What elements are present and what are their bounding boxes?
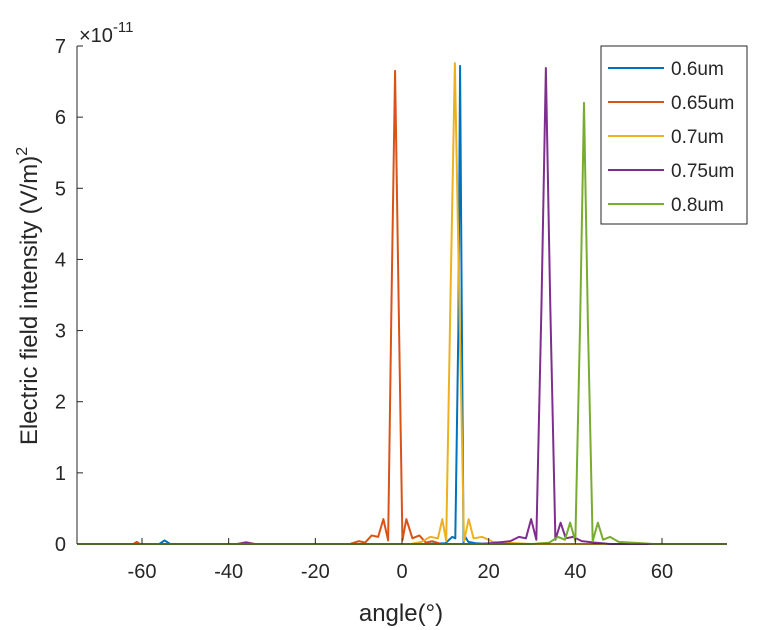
y-tick-label: 3 xyxy=(55,321,66,343)
y-exponent-label: ×10-11 xyxy=(79,19,134,47)
y-tick-label: 7 xyxy=(55,36,66,58)
legend-label-0: 0.6um xyxy=(671,59,724,80)
legend-label-3: 0.75um xyxy=(671,161,734,182)
y-tick-label: 4 xyxy=(55,249,66,271)
legend: 0.6um 0.65um 0.7um 0.75um 0.8um xyxy=(600,45,748,225)
x-axis-label: angle(°) xyxy=(359,600,443,627)
x-tick-label: 60 xyxy=(651,561,673,583)
x-tick-label: -60 xyxy=(128,561,157,583)
y-axis-label-superscript: 2 xyxy=(14,147,31,156)
legend-label-1: 0.65um xyxy=(671,93,734,114)
exponent-base: ×10 xyxy=(79,25,113,47)
x-tick-label: 20 xyxy=(478,561,500,583)
exponent-power: -11 xyxy=(113,19,134,36)
x-tick-label: -40 xyxy=(214,561,243,583)
y-axis-label-main: Electric field intensity (V/m) xyxy=(16,156,43,445)
x-tick-label: 40 xyxy=(564,561,586,583)
y-tick-label: 2 xyxy=(55,392,66,414)
y-tick-label: 5 xyxy=(55,178,66,200)
y-tick-label: 1 xyxy=(55,463,66,485)
y-tick-label: 0 xyxy=(55,534,66,556)
series-line-4 xyxy=(77,101,727,545)
y-axis-label: Electric field intensity (V/m)2 xyxy=(14,147,43,445)
legend-label-2: 0.7um xyxy=(671,127,724,148)
x-tick-label: -20 xyxy=(301,561,330,583)
legend-label-4: 0.8um xyxy=(671,195,724,216)
y-tick-label: 6 xyxy=(55,107,66,129)
x-tick-label: 0 xyxy=(396,561,407,583)
